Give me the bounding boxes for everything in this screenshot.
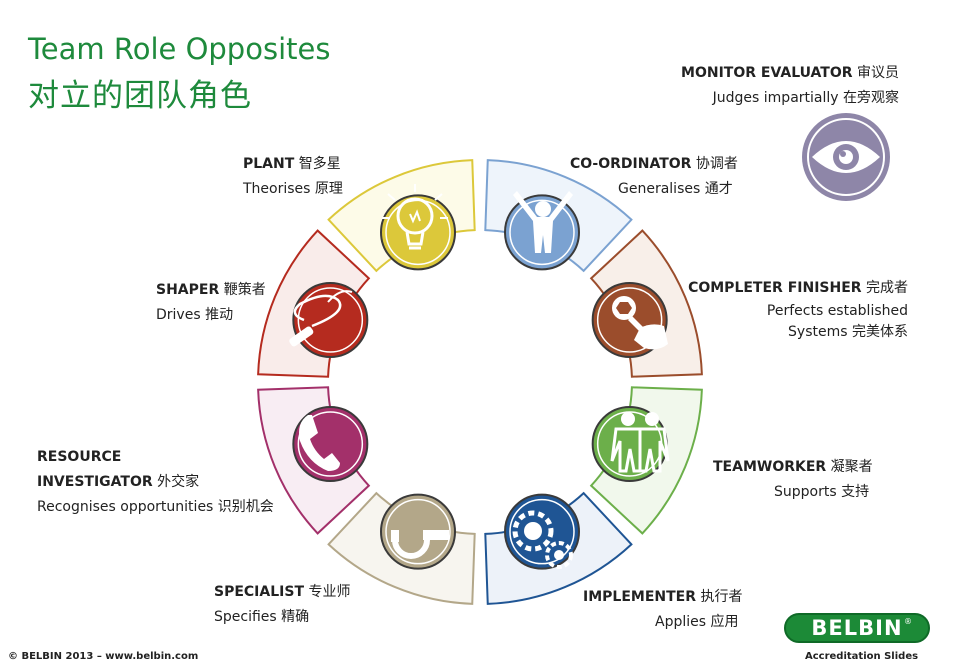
- role-specialist: SPECIALIST 专业师 Specifies 精确: [214, 580, 350, 630]
- role-implementer-name: IMPLEMENTER: [583, 589, 696, 605]
- medallion-ring-implementer: [509, 498, 575, 565]
- role-coordinator-desc: Generalises 通才: [618, 181, 733, 197]
- role-resource-investigator-desc: Recognises opportunities 识别机会: [37, 499, 274, 515]
- belbin-logo: BELBIN ®: [784, 613, 930, 643]
- role-coordinator: CO-ORDINATOR 协调者 Generalises 通才: [570, 152, 738, 202]
- role-shaper: SHAPER 鞭策者 Drives 推动: [156, 278, 266, 328]
- lightbulb-icon: [382, 184, 448, 250]
- hand-wrench-icon: [612, 296, 668, 350]
- role-monitor-evaluator-desc: Judges impartially 在旁观察: [712, 90, 899, 106]
- role-shaper-name-zh: 鞭策者: [223, 282, 266, 298]
- gears-icon: [512, 510, 573, 569]
- role-resource-investigator-name-zh: 外交家: [157, 474, 200, 490]
- role-implementer-desc: Applies 应用: [655, 614, 739, 630]
- role-teamworker: TEAMWORKER 凝聚者 Supports 支持: [713, 455, 873, 505]
- person-arms-raised-icon: [513, 191, 573, 253]
- footer-slides-label: Accreditation Slides: [805, 651, 919, 662]
- role-shaper-desc: Drives 推动: [156, 307, 234, 323]
- role-resource-investigator-name2: INVESTIGATOR: [37, 474, 153, 490]
- medallion-ring-completer-finisher: [596, 287, 663, 353]
- role-teamworker-name: TEAMWORKER: [713, 459, 827, 475]
- medallion-ring-shaper: [297, 287, 364, 353]
- role-completer-finisher-desc2: Systems 完美体系: [788, 324, 908, 340]
- eye-icon: [812, 141, 880, 173]
- role-coordinator-name-zh: 协调者: [695, 156, 738, 172]
- role-resource-investigator-name: RESOURCE: [37, 449, 122, 465]
- role-completer-finisher: COMPLETER FINISHER 完成者 Perfects establis…: [688, 276, 908, 343]
- role-monitor-evaluator-name: MONITOR EVALUATOR: [681, 65, 853, 81]
- medallion-ring-specialist: [385, 498, 451, 565]
- medallion-ring-coordinator: [509, 199, 575, 266]
- page-title-zh: 对立的团队角色: [28, 78, 252, 114]
- medallion-shaper: [292, 282, 369, 359]
- two-people-icon: [610, 412, 670, 473]
- micrometer-icon: [391, 530, 449, 559]
- footer-copyright: © BELBIN 2013 – www.belbin.com: [8, 651, 199, 662]
- monitor-evaluator-medallion: [802, 113, 890, 201]
- role-plant: PLANT 智多星 Theorises 原理: [243, 152, 343, 202]
- role-plant-desc: Theorises 原理: [243, 181, 343, 197]
- role-monitor-evaluator-name-zh: 审议员: [857, 65, 899, 81]
- role-completer-finisher-name-zh: 完成者: [866, 280, 908, 296]
- role-coordinator-name: CO-ORDINATOR: [570, 156, 692, 172]
- page-title-en: Team Role Opposites: [28, 32, 331, 66]
- role-teamworker-name-zh: 凝聚者: [830, 459, 873, 475]
- role-plant-name-zh: 智多星: [298, 156, 341, 172]
- role-plant-name: PLANT: [243, 156, 295, 172]
- role-monitor-evaluator: MONITOR EVALUATOR 审议员 Judges impartially…: [681, 61, 899, 111]
- role-implementer-name-zh: 执行者: [700, 589, 743, 605]
- telephone-icon: [299, 415, 340, 471]
- medallion-ring-resource-investigator: [297, 411, 364, 477]
- role-completer-finisher-desc: Perfects established: [766, 303, 908, 319]
- belbin-logo-mark: ®: [904, 617, 912, 626]
- whip-icon: [289, 290, 353, 347]
- role-implementer: IMPLEMENTER 执行者 Applies 应用: [583, 585, 742, 635]
- role-specialist-desc: Specifies 精确: [214, 609, 310, 625]
- role-teamworker-desc: Supports 支持: [774, 484, 870, 500]
- role-specialist-name: SPECIALIST: [214, 584, 304, 600]
- role-resource-investigator: RESOURCE INVESTIGATOR 外交家 Recognises opp…: [37, 445, 274, 520]
- role-shaper-name: SHAPER: [156, 282, 220, 298]
- role-specialist-name-zh: 专业师: [308, 584, 351, 600]
- role-completer-finisher-name: COMPLETER FINISHER: [688, 280, 862, 296]
- belbin-logo-text: BELBIN: [811, 616, 903, 640]
